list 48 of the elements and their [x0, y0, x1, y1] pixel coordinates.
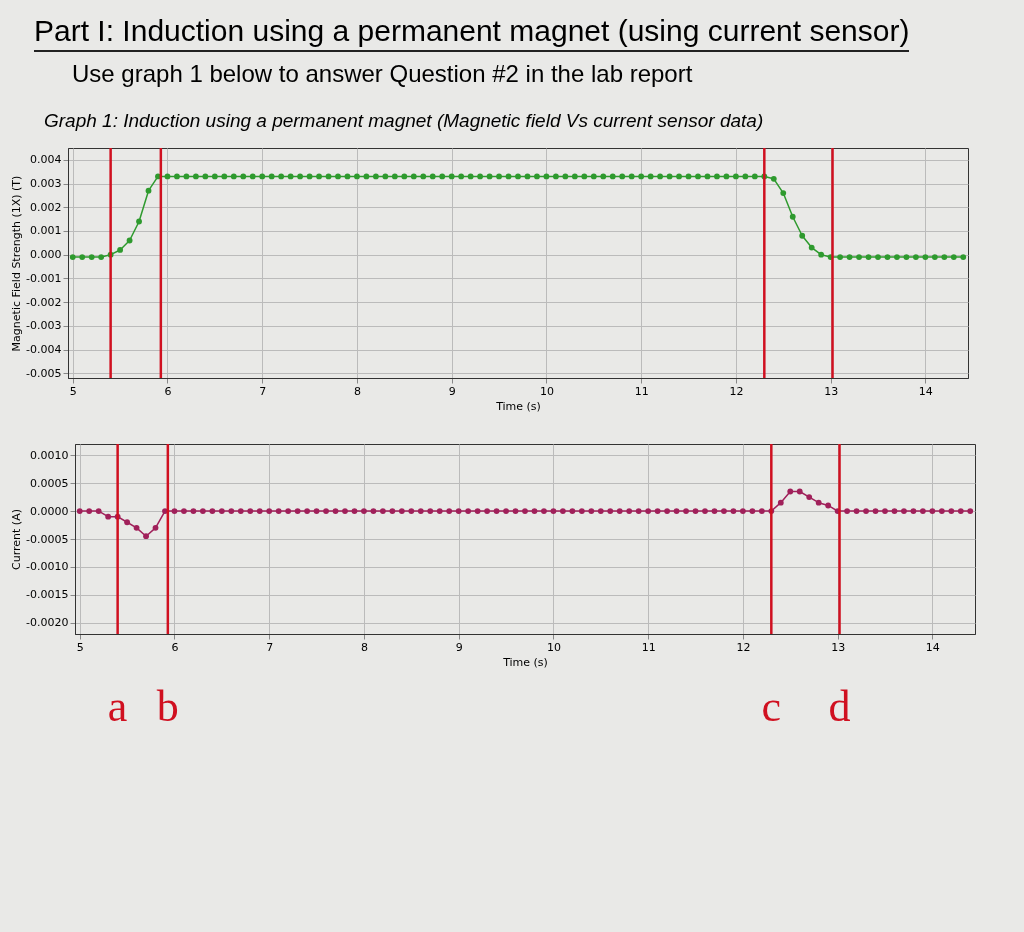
y-tick-label: -0.0015	[26, 588, 69, 602]
y-tick-label: -0.004	[26, 343, 62, 357]
chart-title: Part I: Induction using a permanent magnet (using current sensor)	[34, 14, 910, 52]
x-tick-label: 7	[259, 384, 267, 398]
x-tick-label: 8	[353, 384, 361, 398]
y-axis-title: Magnetic Field Strength (1X) (T)	[10, 175, 24, 352]
x-tick-label: 10	[546, 640, 561, 654]
ref-line-label: a	[107, 682, 128, 731]
caption: Graph 1: Induction using a permanent magnet (Magnetic field Vs current sensor data)	[44, 110, 765, 132]
x-tick-label: 14	[918, 384, 933, 398]
x-tick-label: 14	[925, 640, 940, 654]
y-tick-label: -0.001	[26, 271, 62, 285]
x-tick-label: 13	[824, 384, 839, 398]
y-tick-label: 0.0000	[30, 504, 69, 518]
y-tick-label: 0.0010	[30, 448, 69, 462]
x-tick-label: 7	[266, 640, 274, 654]
y-tick-label: -0.0020	[26, 616, 69, 630]
y-tick-label: -0.002	[26, 295, 62, 309]
y-tick-label: 0.0005	[30, 476, 69, 490]
y-tick-label: 0.003	[30, 177, 62, 191]
x-tick-label: 5	[76, 640, 84, 654]
ref-line-label: d	[828, 682, 851, 731]
x-tick-label: 11	[634, 384, 649, 398]
x-axis-title: Time (s)	[495, 399, 541, 413]
x-tick-label: 12	[729, 384, 744, 398]
y-tick-label: 0.004	[30, 153, 62, 167]
x-axis-title: Time (s)	[502, 655, 548, 669]
x-tick-label: 12	[736, 640, 751, 654]
ref-line-label: c	[761, 682, 782, 731]
y-tick-label: 0.001	[30, 224, 62, 238]
x-tick-label: 5	[69, 384, 77, 398]
ref-line-label: b	[156, 682, 179, 731]
y-tick-label: -0.0005	[26, 532, 69, 546]
y-tick-label: -0.003	[26, 319, 62, 333]
x-tick-label: 10	[539, 384, 554, 398]
y-tick-label: -0.0010	[26, 560, 69, 574]
chart-subtitle: Use graph 1 below to answer Question #2 in the lab report	[72, 60, 694, 88]
x-tick-label: 6	[164, 384, 172, 398]
x-tick-label: 8	[360, 640, 368, 654]
y-tick-label: 0.000	[30, 248, 62, 262]
x-tick-label: 6	[171, 640, 179, 654]
x-tick-label: 11	[641, 640, 656, 654]
x-tick-label: 9	[448, 384, 456, 398]
y-axis-title: Current (A)	[10, 509, 24, 570]
x-tick-label: 13	[831, 640, 846, 654]
y-tick-label: 0.002	[30, 200, 62, 214]
x-tick-label: 9	[455, 640, 463, 654]
y-tick-label: -0.005	[26, 366, 62, 380]
